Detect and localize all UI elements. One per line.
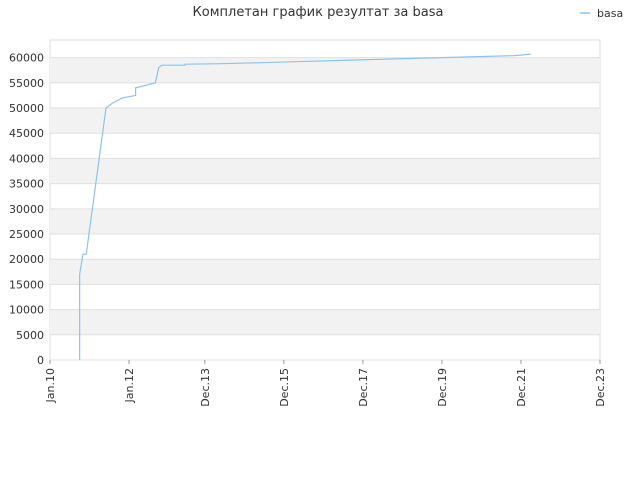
y-tick-label: 0 xyxy=(37,354,44,367)
grid-band xyxy=(50,208,600,235)
y-tick-label: 25000 xyxy=(9,228,44,241)
y-tick-label: 5000 xyxy=(16,329,44,342)
legend-label: basa xyxy=(597,7,623,20)
y-tick-label: 55000 xyxy=(9,77,44,90)
x-tick-label: Jan.12 xyxy=(123,368,136,403)
x-tick-label: Dec.17 xyxy=(357,368,370,407)
grid-band xyxy=(50,309,600,335)
y-tick-label: 35000 xyxy=(9,178,44,191)
y-tick-label: 50000 xyxy=(9,102,44,115)
grid-band xyxy=(50,259,600,285)
x-tick-label: Dec.19 xyxy=(436,368,449,407)
y-tick-label: 10000 xyxy=(9,304,44,317)
grid-band xyxy=(50,108,600,134)
y-tick-label: 40000 xyxy=(9,152,44,165)
chart-title: Комплетан график резултат за basa xyxy=(193,5,444,20)
data-line xyxy=(79,53,531,360)
x-tick-label: Dec.23 xyxy=(594,368,607,407)
y-tick-label: 30000 xyxy=(9,203,44,216)
grid-band xyxy=(50,57,600,83)
grid-band xyxy=(50,158,600,184)
y-tick-label: 45000 xyxy=(9,127,44,140)
x-tick-label: Dec.15 xyxy=(278,368,291,407)
y-tick-label: 15000 xyxy=(9,278,44,291)
y-tick-label: 20000 xyxy=(9,253,44,266)
x-tick-label: Dec.21 xyxy=(515,368,528,407)
x-tick-label: Jan.10 xyxy=(44,368,57,403)
plot-bg xyxy=(49,39,601,361)
x-tick-label: Dec.13 xyxy=(199,368,212,407)
y-tick-label: 60000 xyxy=(9,52,44,65)
